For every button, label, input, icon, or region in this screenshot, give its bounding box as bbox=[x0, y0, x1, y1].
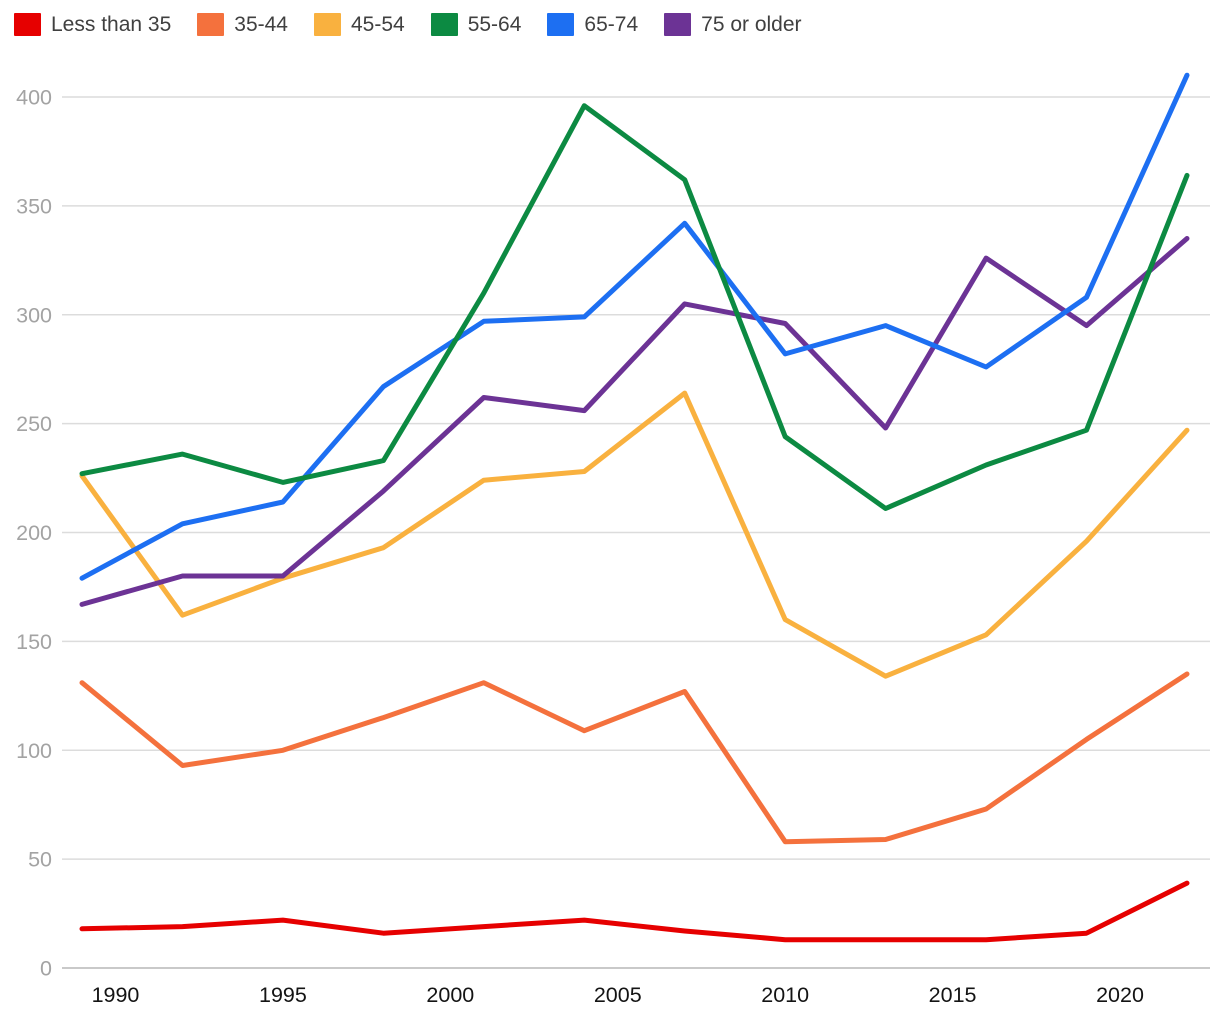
x-axis-tick-label: 1990 bbox=[92, 983, 140, 1007]
x-axis-tick-label: 1995 bbox=[259, 983, 307, 1007]
y-axis-tick-label: 300 bbox=[16, 303, 52, 327]
y-axis-tick-label: 400 bbox=[16, 86, 52, 110]
legend-swatch bbox=[14, 13, 41, 36]
legend-label: 35-44 bbox=[234, 13, 288, 36]
y-axis-tick-label: 250 bbox=[16, 412, 52, 436]
legend-swatch bbox=[430, 13, 458, 36]
legend-item-55-64: 55-64 bbox=[430, 13, 522, 36]
legend-label: 75 or older bbox=[701, 13, 802, 36]
series-line-65-74 bbox=[79, 72, 1190, 581]
legend-swatch bbox=[547, 13, 575, 36]
y-axis-tick-label: 350 bbox=[16, 194, 52, 218]
x-axis-tick-label: 2010 bbox=[761, 983, 809, 1007]
series-line-75-or-older bbox=[79, 236, 1190, 607]
legend-label: 65-74 bbox=[584, 13, 639, 36]
legend-label: 45-54 bbox=[350, 13, 405, 36]
y-axis-tick-label: 150 bbox=[16, 630, 52, 654]
legend-item-45-54: 45-54 bbox=[313, 13, 405, 36]
y-axis-tick-label: 200 bbox=[16, 521, 52, 545]
x-axis-tick-label: 2015 bbox=[929, 983, 977, 1007]
legend-label: Less than 35 bbox=[51, 13, 172, 36]
series-line-35-44 bbox=[79, 671, 1190, 845]
series-line-55-64 bbox=[79, 103, 1190, 511]
legend-swatch bbox=[197, 13, 225, 36]
legend-item-75-or-older: 75 or older bbox=[664, 13, 802, 36]
x-axis-tick-label: 2005 bbox=[594, 983, 642, 1007]
legend-swatch bbox=[664, 13, 692, 36]
series-line-45-54 bbox=[79, 390, 1190, 679]
legend-item-65-74: 65-74 bbox=[547, 13, 638, 36]
legend-item-less-than-35: Less than 35 bbox=[14, 13, 171, 36]
legend-label: 55-64 bbox=[467, 13, 522, 36]
x-axis-tick-label: 2000 bbox=[426, 983, 474, 1007]
x-axis-tick-label: 2020 bbox=[1096, 983, 1144, 1007]
y-axis-tick-label: 0 bbox=[40, 957, 52, 981]
y-axis-tick-label: 50 bbox=[28, 848, 52, 872]
series-line-less-than-35 bbox=[79, 880, 1190, 943]
y-axis-tick-label: 100 bbox=[16, 739, 52, 763]
legend-item-35-44: 35-44 bbox=[197, 13, 288, 36]
chart-legend: Less than 35 35-44 45-54 55-64 65-74 75 or ol… bbox=[14, 13, 802, 36]
legend-swatch bbox=[313, 13, 341, 36]
